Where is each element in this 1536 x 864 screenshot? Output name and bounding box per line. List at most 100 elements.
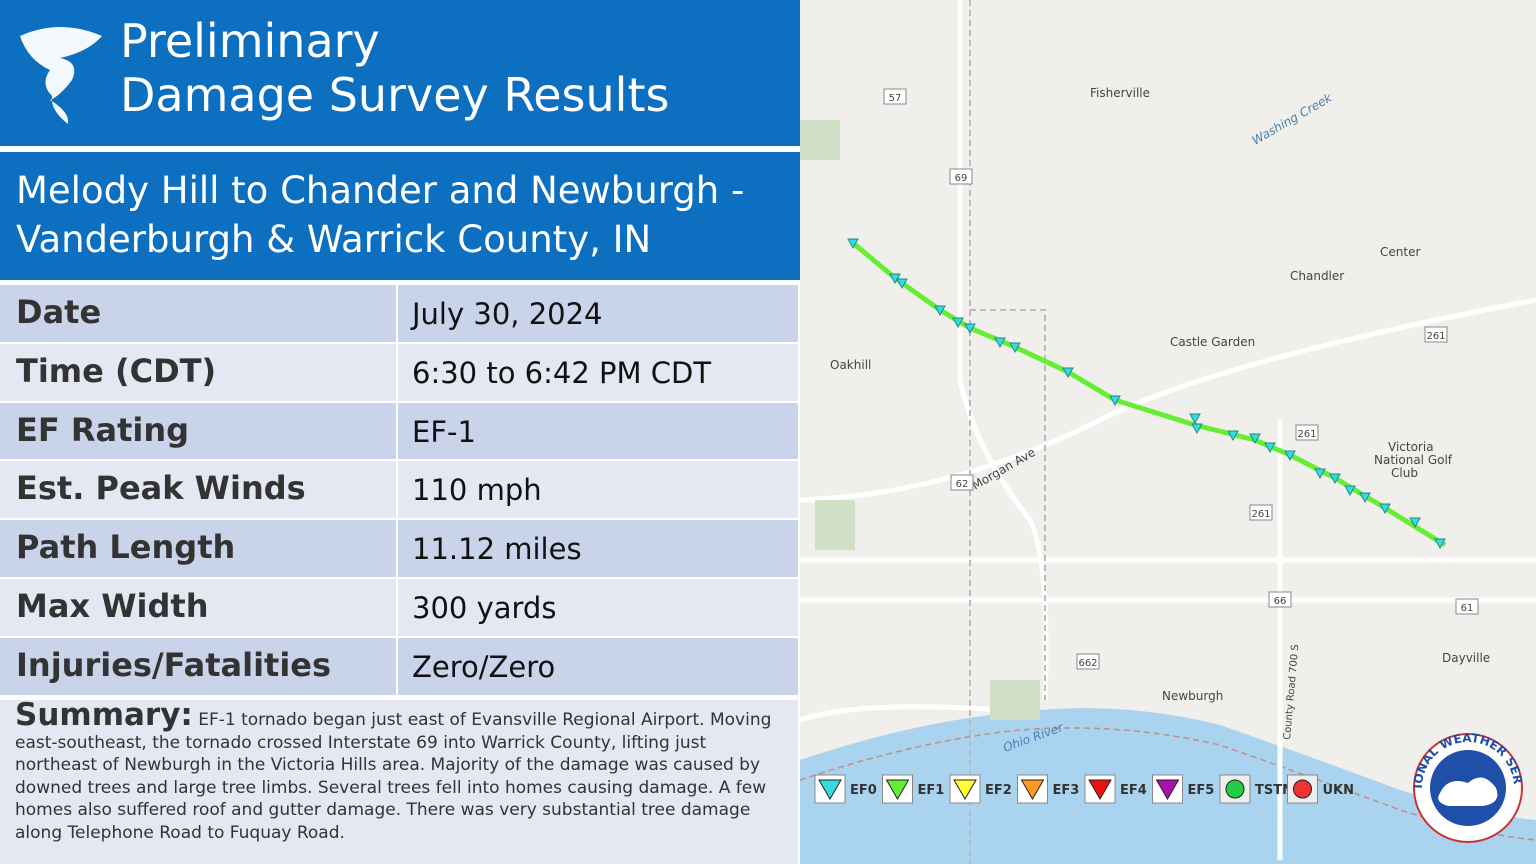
table-row: Injuries/Fatalities Zero/Zero	[0, 635, 798, 695]
legend-label: EF0	[850, 783, 877, 798]
road-shield-label: 261	[1426, 331, 1445, 342]
legend-symbol	[1088, 779, 1112, 800]
row-label: Path Length	[0, 520, 398, 578]
legend-label: UKN	[1323, 783, 1355, 798]
place-label: Dayville	[1442, 651, 1490, 665]
map: Fisherville Center Chandler Castle Garden Oa…	[800, 0, 1536, 864]
legend-symbol	[1020, 779, 1045, 800]
subtitle-line: Vanderburgh & Warrick County, IN	[16, 218, 652, 261]
summary-label: Summary:	[15, 697, 193, 733]
table-row: Est. Peak Winds 110 mph	[0, 459, 798, 519]
road-shield-label: 57	[889, 93, 902, 104]
track-marker	[1227, 430, 1239, 442]
road-shield	[883, 88, 907, 105]
legend-label: EF3	[1053, 783, 1080, 798]
road-shield-label: 261	[1297, 429, 1316, 440]
nws-logo: NATIONAL WEATHER SERVICE	[1411, 731, 1525, 843]
row-label: Date	[0, 285, 398, 342]
road-shield-label: 69	[955, 173, 968, 184]
track-marker	[1359, 492, 1371, 504]
track-marker	[1062, 367, 1074, 379]
road-shield	[1249, 504, 1273, 521]
legend-symbol	[1293, 779, 1312, 799]
place-label: Center	[1380, 245, 1420, 259]
row-label: Max Width	[0, 579, 398, 636]
track-marker	[1249, 433, 1261, 445]
header: Preliminary Damage Survey Results	[0, 0, 800, 146]
table-row: Time (CDT) 6:30 to 6:42 PM CDT	[0, 341, 798, 401]
legend-symbol	[1225, 779, 1245, 799]
legend-label: EF5	[1188, 783, 1215, 798]
tornado-icon	[20, 27, 102, 124]
track-marker	[964, 323, 976, 335]
legend-label: EF2	[985, 783, 1012, 798]
road-shield	[1455, 598, 1479, 615]
row-label: EF Rating	[0, 402, 398, 460]
road-shield	[1424, 326, 1448, 343]
track-marker	[1329, 473, 1341, 485]
summary: Summary: EF-1 tornado began just east of…	[0, 700, 798, 864]
row-value: 110 mph	[412, 473, 542, 508]
road-shield	[1295, 424, 1319, 441]
track-marker	[1109, 395, 1121, 407]
legend-symbol	[818, 779, 842, 800]
row-value: Zero/Zero	[412, 649, 556, 684]
track-marker	[1191, 423, 1203, 435]
track-marker	[847, 238, 859, 250]
road-shield-label: 261	[1251, 509, 1270, 520]
road-shield	[949, 168, 973, 185]
legend-symbol	[1155, 779, 1180, 800]
place-label: Chandler	[1290, 269, 1344, 283]
place-label: National Golf	[1374, 453, 1453, 467]
legend-symbol	[885, 779, 910, 800]
track-marker	[952, 317, 964, 329]
row-label: Est. Peak Winds	[0, 461, 398, 519]
track-marker	[1409, 517, 1421, 529]
table-row: Path Length 11.12 miles	[0, 518, 798, 578]
legend-label: EF1	[918, 783, 945, 798]
place-label: Club	[1391, 466, 1418, 480]
row-value: EF-1	[412, 414, 476, 449]
row-value: 300 yards	[412, 591, 557, 625]
track-marker	[1189, 413, 1201, 425]
place-label: Victoria	[1388, 440, 1434, 454]
row-value: July 30, 2024	[412, 297, 603, 331]
row-value: 6:30 to 6:42 PM CDT	[412, 355, 712, 390]
table-row: EF Rating EF-1	[0, 400, 798, 460]
track-marker	[1434, 538, 1446, 550]
title: Preliminary	[120, 14, 380, 68]
track-marker	[1264, 442, 1276, 454]
summary-text: EF-1 tornado began just east of Evansvil…	[15, 710, 772, 843]
track-marker	[1344, 485, 1356, 497]
track-marker	[934, 305, 946, 317]
subtitle: Melody Hill to Chander and Newburgh - Va…	[0, 152, 800, 280]
legend-symbol	[953, 779, 977, 800]
row-label: Injuries/Fatalities	[0, 637, 398, 695]
road-shield-label: 662	[1078, 658, 1097, 669]
place-label: Castle Garden	[1170, 335, 1255, 349]
row-label: Time (CDT)	[0, 343, 398, 401]
road-shield-label: 66	[1274, 596, 1287, 607]
track-marker	[1379, 503, 1391, 515]
road-shield	[1076, 653, 1100, 670]
table-row: Max Width 300 yards	[0, 577, 798, 636]
road-shield	[950, 474, 974, 491]
place-label: Oakhill	[830, 358, 871, 372]
subtitle-line: Melody Hill to Chander and Newburgh -	[16, 169, 745, 212]
table-row: Date July 30, 2024	[0, 283, 798, 342]
road-shield-label: 62	[956, 479, 969, 490]
track-marker	[1009, 342, 1021, 354]
road-shield	[1268, 591, 1292, 608]
track-marker	[1314, 468, 1326, 480]
track-marker	[1284, 450, 1296, 462]
track-marker	[994, 337, 1006, 349]
place-label: Newburgh	[1162, 689, 1223, 703]
place-label: Fisherville	[1090, 86, 1150, 100]
row-value: 11.12 miles	[412, 532, 582, 567]
track-marker	[896, 278, 908, 290]
road-shield-label: 61	[1461, 603, 1474, 614]
legend-label: TSTM	[1255, 783, 1295, 798]
legend-label: EF4	[1120, 783, 1147, 798]
title: Damage Survey Results	[120, 68, 670, 122]
